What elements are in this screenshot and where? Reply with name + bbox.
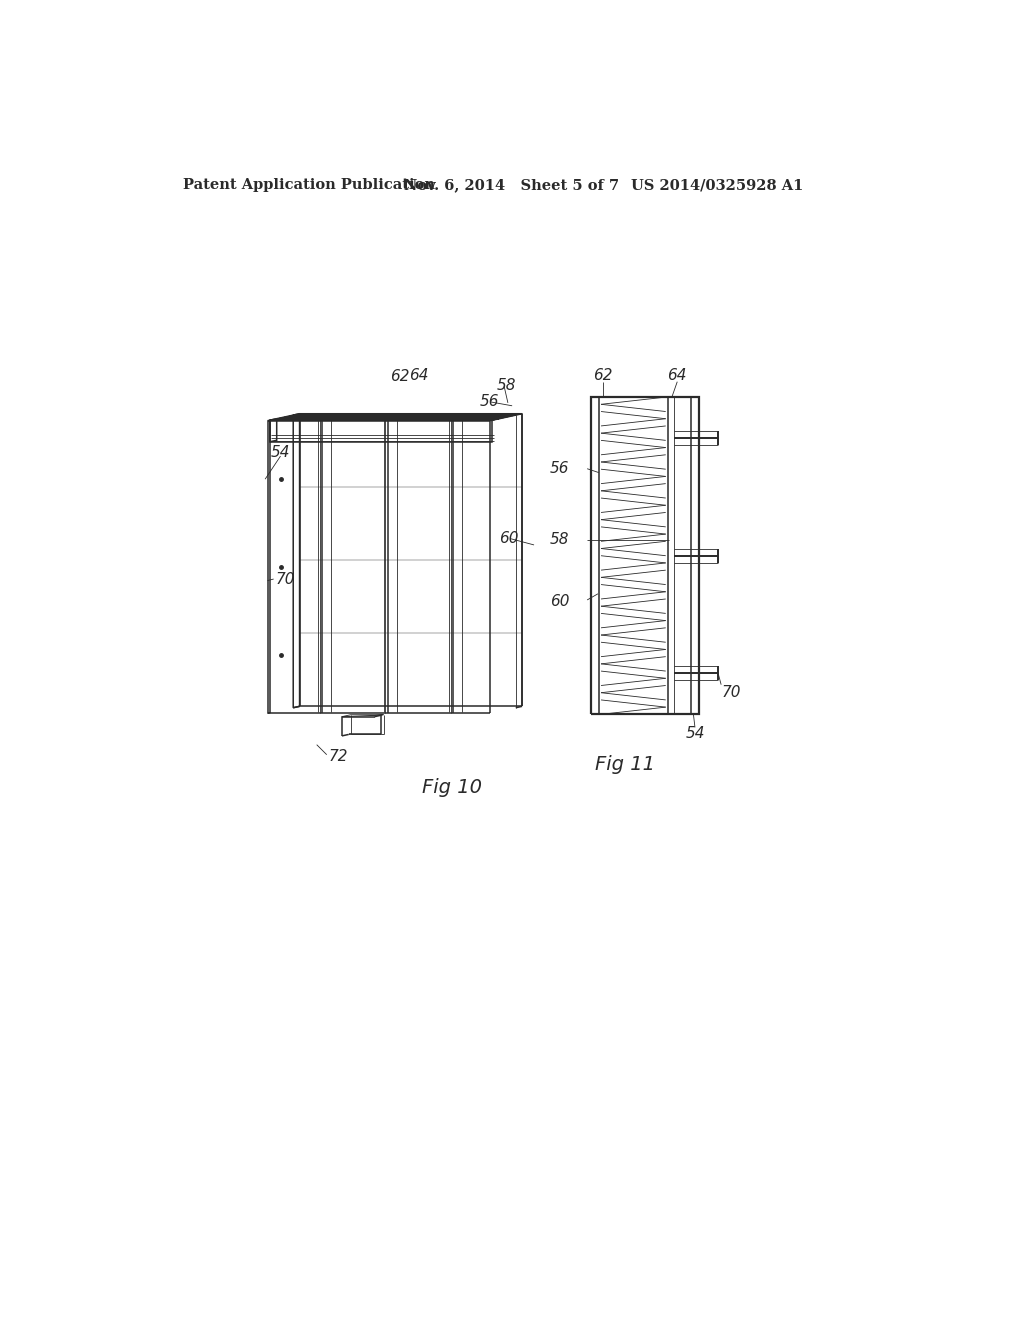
Text: 54: 54 — [685, 726, 705, 741]
Text: 70: 70 — [275, 572, 295, 586]
Text: Patent Application Publication: Patent Application Publication — [183, 178, 435, 193]
Text: 54: 54 — [270, 445, 290, 459]
Text: 62: 62 — [390, 368, 410, 384]
Text: 72: 72 — [329, 750, 348, 764]
Text: 60: 60 — [550, 594, 569, 609]
Text: Nov. 6, 2014   Sheet 5 of 7: Nov. 6, 2014 Sheet 5 of 7 — [403, 178, 620, 193]
Text: 64: 64 — [409, 368, 428, 383]
Text: Fig 11: Fig 11 — [595, 755, 655, 774]
Text: US 2014/0325928 A1: US 2014/0325928 A1 — [631, 178, 804, 193]
Text: Fig 10: Fig 10 — [422, 777, 481, 797]
Text: 64: 64 — [668, 368, 687, 383]
Text: 62: 62 — [593, 368, 612, 383]
Text: 58: 58 — [497, 379, 516, 393]
Text: 56: 56 — [550, 461, 569, 477]
Text: 60: 60 — [500, 531, 519, 546]
Text: 56: 56 — [480, 395, 500, 409]
Text: 70: 70 — [722, 685, 741, 700]
Text: 58: 58 — [550, 532, 569, 548]
